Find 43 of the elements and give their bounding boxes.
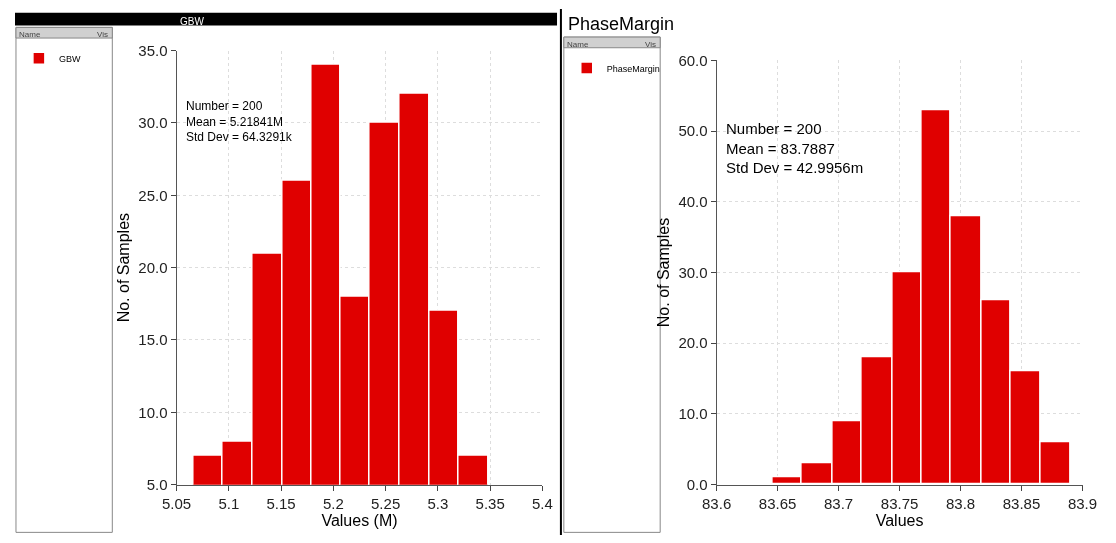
y-tick-label: 5.0 — [146, 475, 168, 493]
x-tick-label: 83.65 — [758, 494, 797, 512]
x-tick-label: 5.2 — [322, 494, 344, 512]
y-tick-label: 10.0 — [138, 403, 168, 421]
annotation: Number = 200 Mean = 83.7887 Std Dev = 42.9956m — [726, 120, 864, 176]
y-tick-label: 40.0 — [678, 193, 708, 211]
x-tick-label: 83.7 — [823, 494, 854, 512]
y-axis-title: No. of Samples — [115, 212, 133, 323]
legend-label: PhaseMargin — [606, 63, 660, 74]
y-tick-label: 15.0 — [138, 331, 168, 349]
y-tick-label: 30.0 — [678, 263, 708, 281]
x-tick-label: 83.8 — [945, 494, 976, 512]
x-tick-label: 83.75 — [880, 494, 919, 512]
y-tick-label: 30.0 — [138, 114, 168, 132]
x-tick-label: 5.3 — [427, 494, 449, 512]
y-tick-label: 60.0 — [678, 51, 708, 69]
x-tick-label: 83.6 — [702, 494, 732, 512]
legend-title: Name — [19, 30, 41, 39]
x-tick-label: 83.9 — [1067, 494, 1098, 512]
text: Vis — [97, 30, 108, 39]
x-tick-label: 5.1 — [218, 494, 240, 512]
x-tick-label: 5.05 — [161, 494, 192, 512]
legend-label: GBW — [58, 53, 81, 64]
x-tick-label: 5.4 — [532, 494, 553, 512]
x-tick-label: 5.35 — [475, 494, 505, 512]
y-tick-label: 20.0 — [678, 334, 708, 352]
x-tick-label: 5.25 — [371, 494, 401, 512]
text: Vis — [645, 40, 656, 49]
y-tick-label: 10.0 — [678, 405, 708, 423]
chart-title: GBW — [180, 16, 205, 27]
y-tick-label: 35.0 — [138, 41, 168, 59]
chart-title: PhaseMargin — [568, 14, 675, 34]
annotation: Number = 200 Mean = 5.21841M Std Dev = 64.3291k — [186, 99, 293, 145]
x-tick-label: 5.15 — [266, 494, 296, 512]
x-axis-title: Values — [875, 511, 924, 529]
x-tick-label: 83.85 — [1002, 494, 1041, 512]
legend-title: Name — [567, 40, 589, 49]
y-tick-label: 20.0 — [138, 258, 168, 276]
y-tick-label: 25.0 — [138, 186, 168, 204]
y-tick-label: 50.0 — [678, 122, 708, 140]
x-axis-title: Values (M) — [321, 511, 398, 529]
y-tick-label: 0.0 — [686, 475, 708, 493]
y-axis-title: No. of Samples — [655, 217, 673, 328]
